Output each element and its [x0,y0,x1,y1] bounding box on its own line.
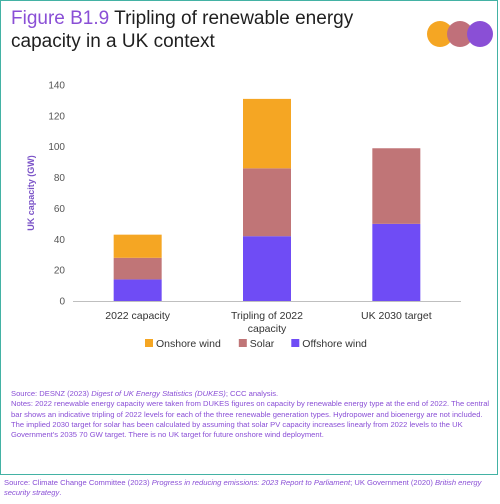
y-tick-label: 40 [54,235,66,246]
footer-suffix: . [59,488,62,498]
legend-label: Solar [250,338,275,350]
figure-title: Figure B1.9 Tripling of renewable energy… [11,7,391,53]
x-category-label: 2022 capacity [105,310,171,322]
bar-offshore-wind [372,223,421,301]
footer-strategy-title: British energy security strategy [4,478,482,498]
legend-swatch [238,339,247,347]
source-prefix: Source: DESNZ (2023) [11,389,92,398]
logo-circle-purple [467,21,493,47]
y-tick-label: 20 [54,266,66,277]
bar-offshore-wind [113,279,162,301]
logo-circle-orange [427,21,453,47]
x-category-label: UK 2030 target [361,310,432,322]
stacked-bar-chart: 0 20 40 60 80 100 120 140 UK capacity (GW) 2022… [26,81,461,350]
notes-block: Source: DESNZ (2023) Digest of UK Energy… [11,389,493,440]
figure-label: Figure B1.9 [11,8,110,29]
y-tick-label: 80 [54,173,66,184]
x-axis: 2022 capacity Tripling of 2022 capacity UK … [73,301,461,335]
footer-report-title: Progress in reducing emissions: 2023 Rep… [151,478,351,487]
bar-offshore-wind [243,236,291,301]
figure-title-text: Tripling of renewable energy capacity in… [11,8,354,52]
legend-label: Onshore wind [156,338,221,350]
figure-panel: Figure B1.9 Tripling of renewable energy… [0,0,498,475]
bar-onshore-wind [113,234,162,258]
y-tick-label: 100 [48,142,65,153]
y-tick-label: 140 [48,81,65,92]
source-line: Source: DESNZ (2023) Digest of UK Energy… [11,389,493,399]
bar-solar [113,257,162,280]
footer-source: Source: Climate Change Committee (2023) … [4,478,496,499]
y-axis-label: UK capacity (GW) [26,155,36,231]
y-tick-label: 120 [48,111,65,122]
bars [113,98,421,301]
x-category-label: Tripling of 2022 capacity [231,310,303,335]
source-suffix: ; CCC analysis. [225,389,279,398]
bar-solar [372,148,421,224]
legend: Onshore wind Solar Offshore wind [145,338,367,350]
ccc-logo-icon [427,21,493,47]
footer-middle: ; UK Government (2020) [350,478,435,487]
y-tick-label: 60 [54,204,66,215]
bar-onshore-wind [243,98,291,169]
notes-text: Notes: 2022 renewable energy capacity we… [11,399,490,440]
y-tick-label: 0 [59,297,65,308]
legend-swatch [145,339,153,347]
legend-swatch [291,339,300,347]
y-axis: 0 20 40 60 80 100 120 140 [48,81,65,308]
source-title: Digest of UK Energy Statistics (DUKES) [91,389,226,398]
legend-label: Offshore wind [302,338,367,350]
logo-circle-rose [447,21,473,47]
bar-solar [243,168,291,237]
footer-prefix: Source: Climate Change Committee (2023) [4,478,152,487]
